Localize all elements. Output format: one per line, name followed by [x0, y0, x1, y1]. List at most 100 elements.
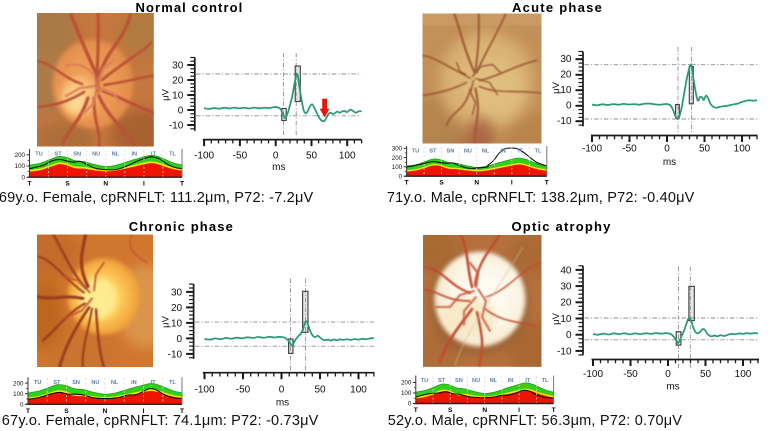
svg-text:N: N — [482, 407, 487, 414]
svg-text:-100: -100 — [582, 144, 602, 155]
svg-text:0: 0 — [399, 173, 403, 180]
svg-text:TL: TL — [169, 380, 176, 386]
svg-text:300: 300 — [392, 146, 403, 153]
svg-text:ms: ms — [272, 162, 285, 173]
svg-text:-10: -10 — [169, 120, 184, 131]
svg-text:10: 10 — [560, 85, 572, 96]
svg-text:S: S — [448, 407, 453, 414]
svg-text:100: 100 — [350, 385, 367, 396]
svg-text:-100: -100 — [194, 385, 214, 396]
svg-text:IT: IT — [151, 380, 157, 386]
svg-text:-50: -50 — [233, 151, 248, 162]
svg-text:NU: NU — [472, 378, 480, 384]
svg-text:100: 100 — [339, 151, 356, 162]
svg-text:10: 10 — [172, 90, 184, 101]
svg-text:ms: ms — [666, 381, 679, 392]
svg-text:20: 20 — [560, 298, 572, 309]
svg-text:0: 0 — [177, 334, 183, 345]
svg-text:NU: NU — [464, 149, 472, 155]
svg-text:0: 0 — [566, 330, 572, 341]
svg-text:SN: SN — [73, 152, 81, 158]
svg-text:I: I — [511, 180, 513, 187]
svg-text:50: 50 — [314, 385, 326, 396]
svg-text:10: 10 — [171, 318, 183, 329]
svg-text:100: 100 — [734, 144, 751, 155]
svg-text:200: 200 — [392, 155, 403, 162]
svg-text:T: T — [545, 180, 549, 187]
svg-text:20: 20 — [560, 69, 572, 80]
svg-text:IN: IN — [131, 380, 137, 386]
svg-text:IN: IN — [132, 152, 138, 158]
svg-text:100: 100 — [401, 390, 412, 397]
svg-text:IT: IT — [518, 149, 524, 155]
svg-text:0: 0 — [665, 369, 671, 380]
svg-text:100: 100 — [13, 391, 24, 398]
svg-text:0: 0 — [273, 151, 279, 162]
svg-text:30: 30 — [560, 282, 572, 293]
svg-text:200: 200 — [13, 380, 24, 387]
svg-text:S: S — [65, 181, 70, 188]
svg-text:0: 0 — [279, 385, 285, 396]
svg-text:100: 100 — [15, 163, 26, 170]
svg-text:NU: NU — [92, 152, 100, 158]
svg-text:IN: IN — [500, 149, 506, 155]
svg-text:TU: TU — [35, 152, 42, 158]
svg-text:TL: TL — [535, 149, 542, 155]
svg-text:μV: μV — [551, 312, 562, 324]
svg-text:TU: TU — [421, 378, 428, 384]
svg-text:100: 100 — [392, 164, 403, 171]
svg-text:N: N — [474, 180, 479, 187]
svg-text:μV: μV — [161, 315, 172, 327]
svg-text:T: T — [27, 181, 31, 188]
svg-text:10: 10 — [560, 314, 572, 325]
svg-text:NL: NL — [111, 380, 119, 386]
svg-text:20: 20 — [171, 303, 183, 314]
svg-text:SN: SN — [72, 380, 80, 386]
svg-text:50: 50 — [700, 369, 712, 380]
svg-text:-50: -50 — [622, 144, 637, 155]
svg-text:NL: NL — [482, 149, 490, 155]
svg-text:I: I — [143, 181, 145, 188]
svg-text:-10: -10 — [557, 346, 572, 357]
svg-text:TU: TU — [412, 149, 419, 155]
svg-text:IN: IN — [508, 378, 514, 384]
svg-text:40: 40 — [560, 265, 572, 276]
svg-text:20: 20 — [172, 75, 184, 86]
svg-text:T: T — [414, 407, 418, 414]
svg-text:ST: ST — [429, 149, 437, 155]
svg-text:μV: μV — [161, 88, 172, 100]
svg-text:S: S — [64, 408, 69, 415]
svg-text:-100: -100 — [194, 151, 214, 162]
svg-text:SN: SN — [455, 378, 463, 384]
svg-text:100: 100 — [735, 369, 752, 380]
svg-text:NU: NU — [91, 380, 99, 386]
svg-text:0: 0 — [20, 402, 24, 409]
svg-text:NL: NL — [112, 152, 120, 158]
svg-text:ST: ST — [438, 378, 446, 384]
svg-text:TL: TL — [169, 152, 176, 158]
svg-text:0: 0 — [22, 174, 26, 181]
svg-text:200: 200 — [15, 152, 26, 159]
svg-text:-10: -10 — [557, 116, 572, 127]
svg-text:ms: ms — [663, 157, 676, 168]
svg-text:0: 0 — [664, 144, 670, 155]
svg-text:-50: -50 — [623, 369, 638, 380]
svg-text:50: 50 — [699, 144, 711, 155]
svg-text:TL: TL — [542, 378, 549, 384]
svg-text:30: 30 — [560, 54, 572, 65]
svg-text:μV: μV — [551, 81, 562, 93]
svg-text:T: T — [180, 181, 184, 188]
svg-text:SN: SN — [447, 149, 455, 155]
svg-text:I: I — [143, 408, 145, 415]
svg-text:0: 0 — [408, 401, 412, 408]
svg-text:ms: ms — [276, 397, 289, 408]
svg-text:I: I — [518, 407, 520, 414]
svg-text:ST: ST — [55, 152, 63, 158]
svg-text:-50: -50 — [236, 385, 251, 396]
svg-text:50: 50 — [306, 151, 318, 162]
svg-text:0: 0 — [178, 105, 184, 116]
svg-text:S: S — [439, 180, 444, 187]
svg-text:ST: ST — [53, 380, 61, 386]
svg-text:N: N — [103, 408, 108, 415]
svg-text:IT: IT — [151, 152, 157, 158]
